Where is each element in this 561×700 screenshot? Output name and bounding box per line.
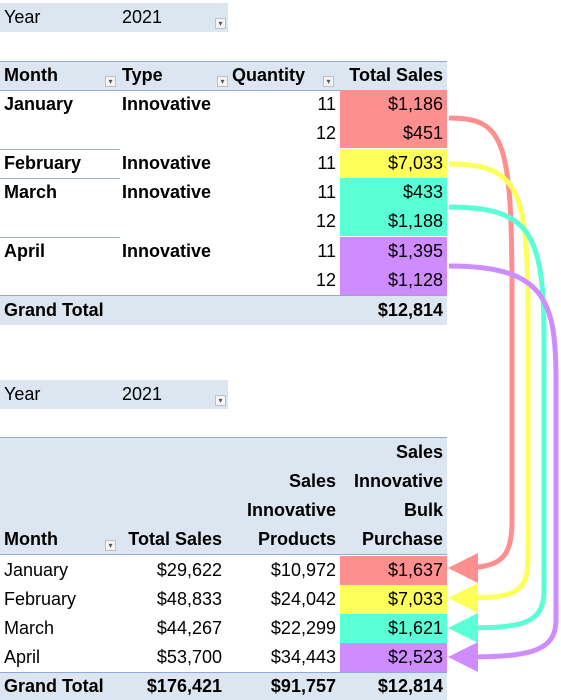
row-products: $24,042 [270,589,336,609]
row-qty: 11 [317,153,336,173]
row-month: February [4,589,77,609]
pivot2-grand-total-products: $91,757 [270,676,336,696]
pivot1-top-border [0,61,447,62]
pivot2-col3-line2: Innovative [246,500,336,520]
row-sales: $433 [340,178,447,207]
row-sales: $1,395 [340,237,447,266]
row-qty: 11 [317,182,336,202]
pivot1-grand-total-value: $12,814 [377,300,443,320]
pivot2-grand-total-label: Grand Total [4,676,104,696]
type-filter-icon[interactable]: ▾ [217,76,228,87]
row-month: February [4,153,82,173]
row-sales: $7,033 [340,149,447,178]
pivot1-header-total-sales: Total Sales [349,65,443,85]
row-divider [0,237,120,238]
pivot1-header-border [0,90,447,91]
row-type: Innovative [122,182,212,202]
pivot2-col4-line3: Bulk [403,500,443,520]
quantity-filter-icon[interactable]: ▾ [323,76,334,87]
row-total: $53,700 [156,647,222,667]
pivot2-col3-line1: Sales [288,471,336,491]
row-month: April [4,647,41,667]
row-products: $22,299 [270,618,336,638]
row-qty: 12 [315,270,336,290]
pivot1-filter-label: Year [4,7,41,27]
pivot1-filter-bg [0,3,228,32]
pivot1-total-border [0,295,447,296]
pivot2-top-border [0,437,447,438]
row-month: January [4,94,74,114]
row-products: $10,972 [270,560,336,580]
teal-arrow [448,204,547,643]
row-sales: $1,188 [340,207,447,236]
pivot1-header-month: Month [4,65,58,85]
row-sales: $1,186 [340,90,447,119]
month-filter-icon[interactable]: ▾ [105,76,116,87]
yellow-arrow [448,161,531,613]
row-total: $29,622 [156,560,222,580]
row-month: April [4,241,46,261]
row-bulk: $1,621 [340,614,447,643]
row-bulk: $1,637 [340,556,447,585]
filter-dropdown-icon[interactable]: ▾ [215,18,226,29]
pivot2-grand-total-sales: $176,421 [146,676,222,696]
pivot2-col4-line2: Innovative [353,471,443,491]
pivot2-filter-value: 2021 [122,384,163,404]
month-filter-icon[interactable]: ▾ [105,540,116,551]
filter-dropdown-icon[interactable]: ▾ [215,395,226,406]
pivot1-total-bg [0,296,447,325]
purple-arrow [448,263,559,672]
pivot1-header-type: Type [122,65,163,85]
pivot2-grand-total-bulk: $12,814 [377,676,443,696]
row-qty: 11 [317,94,336,114]
row-month: March [4,182,58,202]
pivot2-header-total-sales: Total Sales [128,529,222,549]
row-qty: 12 [315,211,336,231]
row-month: March [4,618,55,638]
row-bulk: $2,523 [340,643,447,672]
pivot2-total-border [0,672,447,673]
pivot2-col3-line3: Products [257,529,336,549]
pivot1-filter-value: 2021 [122,7,163,27]
row-type: Innovative [122,153,212,173]
pivot2-filter-bg [0,380,228,409]
pivot2-col4-line4: Purchase [361,529,443,549]
row-type: Innovative [122,94,212,114]
row-bulk: $7,033 [340,585,447,614]
pivot2-filter-label: Year [4,384,41,404]
row-divider [0,149,120,150]
red-arrow [448,115,515,583]
pivot1-grand-total-label: Grand Total [4,300,104,320]
pivot2-total-bg [0,673,447,700]
row-divider [0,178,120,179]
row-total: $44,267 [156,618,222,638]
row-qty: 11 [317,241,336,261]
pivot2-col4-line1: Sales [395,442,443,462]
row-type: Innovative [122,241,212,261]
row-products: $34,443 [270,647,336,667]
row-total: $48,833 [156,589,222,609]
row-month: January [4,560,69,580]
pivot2-header-bg [0,437,447,554]
pivot2-header-border [0,554,447,555]
pivot2-header-month: Month [4,529,58,549]
row-qty: 12 [315,123,336,143]
pivot1-header-quantity: Quantity [232,65,306,85]
row-sales: $1,128 [340,266,447,295]
row-sales: $451 [340,119,447,148]
